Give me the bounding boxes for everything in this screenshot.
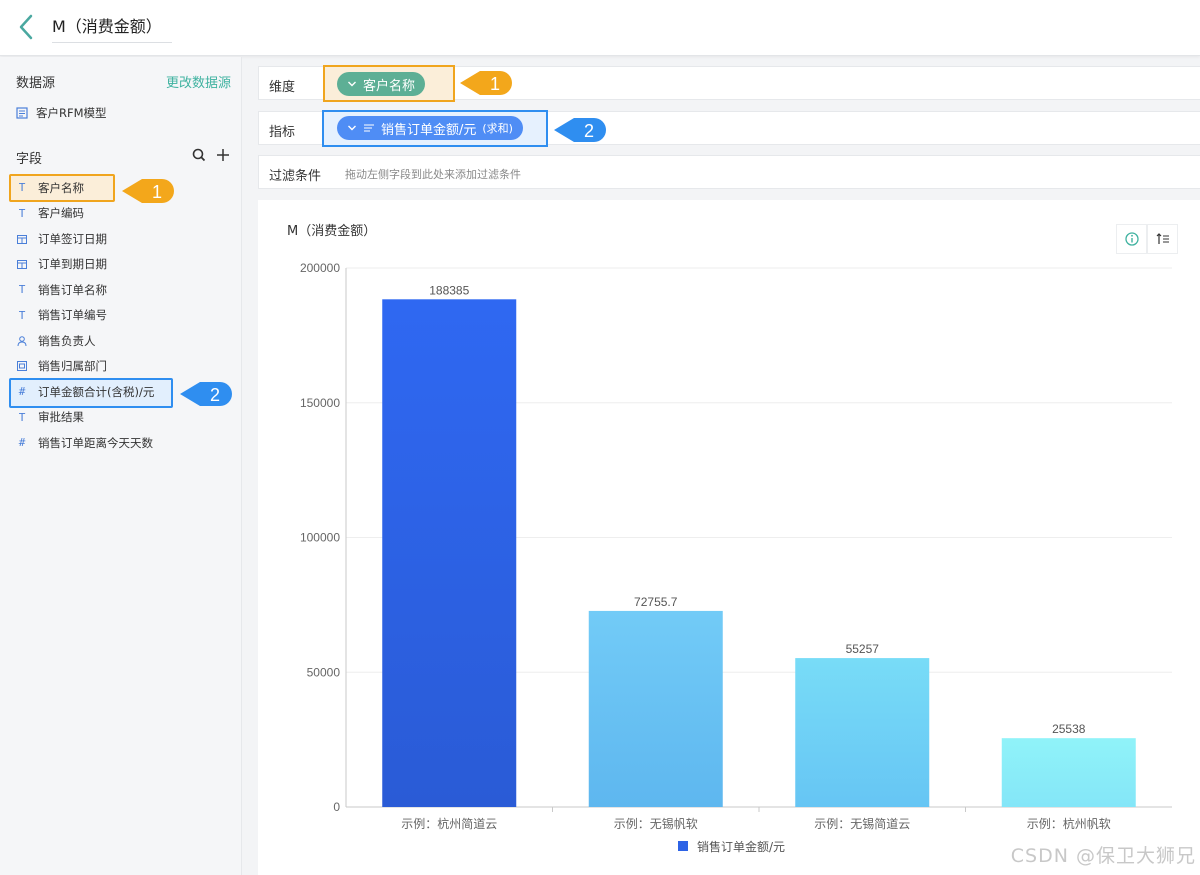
callout-badge-2-top: 2: [554, 118, 606, 142]
bar-value-label: 72755.7: [634, 595, 678, 609]
callout-badge-1: 1: [122, 179, 174, 203]
legend-swatch: [678, 841, 688, 851]
date-type-icon: [17, 234, 27, 244]
measure-pill[interactable]: 销售订单金额/元 (求和): [337, 116, 523, 140]
y-tick-label: 0: [333, 800, 340, 814]
field-list: T 客户名称 T 客户编码 订单签订日期 订单到期日期 T 销售订单名称 T 销…: [0, 174, 242, 456]
field-sales-dept[interactable]: 销售归属部门: [0, 354, 242, 380]
watermark: CSDN @保卫大狮兄: [1010, 845, 1196, 867]
number-type-icon: #: [18, 436, 26, 450]
field-customer-code[interactable]: T 客户编码: [0, 201, 242, 227]
field-label: 销售订单编号: [38, 308, 107, 323]
chart-title: M（消费金额）: [287, 224, 377, 239]
add-icon[interactable]: [215, 147, 231, 163]
bar[interactable]: [1001, 738, 1136, 807]
field-sales-order-number[interactable]: T 销售订单编号: [0, 303, 242, 329]
bar[interactable]: [588, 610, 723, 807]
chart-panel: M（消费金额） 0 50000 100000 150000 200000 188385 示例…: [258, 200, 1200, 875]
y-tick-label: 150000: [300, 396, 340, 410]
info-icon: [1124, 232, 1139, 246]
x-tick-label: 示例：无锡帆软: [614, 816, 698, 831]
sort-lines-icon[interactable]: [363, 123, 375, 133]
datasource-item[interactable]: 客户RFM模型: [16, 105, 107, 121]
field-label: 审批结果: [38, 410, 84, 425]
x-tick-label: 示例：杭州简道云: [401, 816, 497, 831]
field-customer-name[interactable]: T 客户名称: [0, 174, 242, 202]
fields-title: 字段: [16, 152, 43, 167]
field-label: 销售归属部门: [38, 359, 107, 374]
highlight-box-2: [9, 378, 173, 408]
highlight-box-1: [9, 174, 115, 202]
callout-number: 1: [152, 182, 162, 202]
sidebar: 数据源 更改数据源 客户RFM模型 字段 T 客户名称 T 客户编码 订单签订日…: [0, 57, 242, 875]
text-type-icon: T: [18, 283, 26, 297]
field-label: 客户名称: [38, 180, 84, 195]
bar-value-label: 188385: [429, 283, 469, 297]
bar-chart: 0 50000 100000 150000 200000 188385 示例：杭州简道云 72…: [300, 261, 1172, 854]
bar[interactable]: [795, 658, 930, 807]
bar-value-label: 25538: [1052, 722, 1086, 736]
field-days-to-today[interactable]: # 销售订单距离今天天数: [0, 430, 242, 456]
dept-type-icon: [17, 361, 27, 372]
x-tick-label: 示例：无锡简道云: [814, 816, 910, 831]
measure-pill-label: 销售订单金额/元: [381, 122, 477, 138]
filter-placeholder: 拖动左侧字段到此处来添加过滤条件: [345, 168, 521, 181]
filter-row[interactable]: 过滤条件 拖动左侧字段到此处来添加过滤条件: [258, 155, 1200, 189]
bar-value-label: 55257: [846, 642, 880, 656]
x-tick-label: 示例：杭州帆软: [1027, 816, 1111, 831]
text-type-icon: T: [18, 308, 26, 322]
text-type-icon: T: [18, 206, 26, 220]
field-label: 订单金额合计(含税)/元: [38, 384, 155, 399]
bar[interactable]: [382, 299, 517, 807]
number-type-icon: #: [18, 385, 26, 399]
field-sales-owner[interactable]: 销售负责人: [0, 328, 242, 354]
top-bar: M（消费金额）: [0, 0, 1200, 56]
table-icon: [16, 107, 28, 119]
field-sales-order-name[interactable]: T 销售订单名称: [0, 277, 242, 303]
y-tick-label: 100000: [300, 531, 340, 545]
back-arrow-icon[interactable]: [14, 12, 38, 42]
dimension-pill[interactable]: 客户名称: [337, 72, 426, 96]
chevron-down-icon[interactable]: [347, 79, 357, 89]
chart-info-button[interactable]: [1116, 224, 1147, 254]
callout-badge-2: 2: [180, 382, 232, 406]
measure-aggregation: (求和): [482, 122, 513, 135]
datasource-name: 客户RFM模型: [36, 106, 107, 120]
field-label: 订单签订日期: [38, 231, 107, 246]
y-tick-label: 50000: [307, 665, 341, 679]
filter-label: 过滤条件: [269, 169, 322, 184]
field-approval-result[interactable]: T 审批结果: [0, 405, 242, 431]
text-type-icon: T: [18, 181, 26, 195]
sort-icon: [1156, 233, 1169, 244]
callout-badge-1-top: 1: [460, 71, 512, 95]
field-label: 客户编码: [38, 206, 84, 221]
field-order-sign-date[interactable]: 订单签订日期: [0, 226, 242, 252]
callout-number: 2: [584, 121, 594, 141]
measure-label: 指标: [269, 125, 296, 140]
legend-label[interactable]: 销售订单金额/元: [697, 839, 785, 854]
page-title-input[interactable]: M（消费金额）: [52, 15, 172, 43]
chart-sort-button[interactable]: [1147, 224, 1178, 254]
y-tick-label: 200000: [300, 261, 340, 275]
field-label: 销售订单名称: [38, 282, 107, 297]
field-label: 销售订单距离今天天数: [38, 435, 153, 450]
field-order-due-date[interactable]: 订单到期日期: [0, 252, 242, 278]
dimension-label: 维度: [269, 80, 296, 95]
chevron-down-icon[interactable]: [347, 123, 357, 133]
dimension-pill-label: 客户名称: [363, 78, 416, 94]
search-icon[interactable]: [191, 147, 207, 163]
date-type-icon: [17, 260, 27, 270]
field-label: 订单到期日期: [38, 257, 107, 272]
field-label: 销售负责人: [38, 333, 96, 348]
datasource-title: 数据源: [16, 76, 56, 91]
text-type-icon: T: [18, 410, 26, 424]
callout-number: 2: [210, 385, 220, 405]
field-order-amount[interactable]: # 订单金额合计(含税)/元: [0, 378, 242, 408]
change-datasource-link[interactable]: 更改数据源: [165, 76, 231, 91]
callout-number: 1: [490, 74, 500, 94]
user-type-icon: [17, 335, 27, 346]
